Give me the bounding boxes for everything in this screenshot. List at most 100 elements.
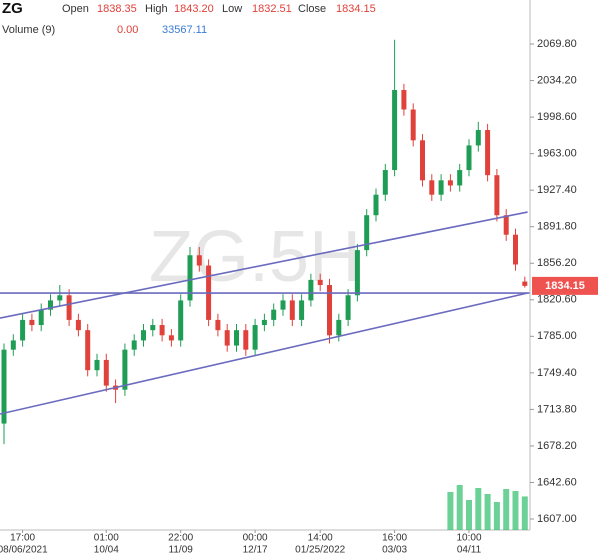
volume-value: 0.00 bbox=[117, 24, 138, 36]
candle-body bbox=[57, 295, 63, 301]
x-tick-label: 00:00 bbox=[243, 533, 268, 544]
candle-body bbox=[66, 295, 72, 320]
candle-body bbox=[373, 194, 379, 216]
y-tick-label: 1963.00 bbox=[537, 148, 577, 160]
candle-body bbox=[327, 285, 332, 336]
candle-body bbox=[215, 319, 221, 331]
volume-bar bbox=[512, 491, 519, 530]
candle-body bbox=[178, 300, 184, 341]
candle-body bbox=[103, 359, 109, 386]
y-tick-label: 2069.80 bbox=[537, 38, 577, 50]
candle-body bbox=[29, 319, 35, 326]
y-tick-label: 1998.60 bbox=[537, 111, 577, 123]
trend-line bbox=[0, 292, 528, 415]
field-name: Low bbox=[222, 3, 242, 15]
candle-body bbox=[401, 90, 407, 110]
volume-bar bbox=[493, 502, 500, 530]
candle-body bbox=[168, 335, 174, 341]
y-tick-label: 1856.20 bbox=[537, 257, 577, 269]
x-tick-label: 10:00 bbox=[456, 533, 481, 544]
candle-body bbox=[150, 325, 156, 331]
candle-body bbox=[261, 319, 267, 326]
candle-body bbox=[447, 180, 453, 186]
candle-body bbox=[85, 330, 91, 371]
candle-body bbox=[131, 340, 137, 350]
candle-body bbox=[513, 234, 518, 265]
candle-body bbox=[382, 170, 388, 195]
x-tick-date: 11/09 bbox=[169, 545, 194, 556]
volume-bar bbox=[466, 500, 472, 530]
candle-body bbox=[1, 349, 7, 424]
candle-body bbox=[336, 319, 342, 336]
volume-bar bbox=[447, 492, 454, 530]
candle-body bbox=[438, 180, 444, 195]
candle-body bbox=[475, 130, 481, 146]
candle-body bbox=[466, 145, 472, 171]
y-tick-label: 1785.00 bbox=[537, 330, 577, 342]
price-tag bbox=[532, 276, 598, 295]
volume-bar bbox=[484, 494, 491, 530]
candle-body bbox=[364, 215, 370, 251]
candle-body bbox=[392, 90, 398, 171]
y-tick-label: 1749.40 bbox=[537, 367, 577, 379]
field-value: 1834.15 bbox=[336, 3, 376, 15]
y-tick-label: 1927.40 bbox=[537, 184, 577, 196]
field-name: Open bbox=[62, 3, 89, 15]
price-tag-label: 1834.15 bbox=[545, 280, 585, 292]
candle-body bbox=[187, 255, 193, 301]
watermark: ZG.5H bbox=[149, 217, 361, 297]
y-tick-label: 1891.80 bbox=[537, 221, 577, 233]
candle-body bbox=[410, 109, 416, 141]
candle-body bbox=[522, 281, 528, 286]
y-tick-label: 1820.60 bbox=[537, 294, 577, 306]
candle-body bbox=[485, 130, 491, 176]
candle-body bbox=[345, 295, 351, 320]
candle-body bbox=[429, 180, 435, 195]
candle-body bbox=[75, 319, 81, 331]
candle-body bbox=[271, 309, 277, 320]
candle-body bbox=[10, 340, 16, 350]
y-tick-label: 1642.60 bbox=[537, 476, 577, 488]
x-tick-date: 03/03 bbox=[382, 545, 407, 556]
y-tick-label: 1607.00 bbox=[537, 513, 577, 525]
volume-bar bbox=[503, 489, 510, 530]
volume-bar bbox=[521, 496, 528, 530]
candle-body bbox=[234, 330, 239, 346]
y-tick-label: 1678.20 bbox=[537, 440, 577, 452]
candle-body bbox=[224, 330, 230, 346]
volume-name: Volume (9) bbox=[2, 24, 55, 36]
candle-body bbox=[141, 330, 146, 341]
candle-body bbox=[354, 250, 360, 296]
field-value: 1843.20 bbox=[174, 3, 214, 15]
x-tick-label: 17:00 bbox=[10, 533, 35, 544]
candle-body bbox=[503, 215, 509, 235]
candle-body bbox=[48, 300, 53, 310]
x-tick-label: 14:00 bbox=[308, 533, 333, 544]
candle-body bbox=[20, 319, 26, 341]
y-tick-label: 1713.80 bbox=[537, 403, 577, 415]
field-value: 1832.51 bbox=[252, 3, 292, 15]
candle-body bbox=[38, 309, 44, 326]
volume-value: 33567.11 bbox=[162, 24, 207, 36]
x-tick-date: 01/25/2022 bbox=[295, 545, 345, 556]
candle-body bbox=[299, 300, 305, 320]
candle-body bbox=[420, 140, 425, 181]
trend-line bbox=[0, 211, 528, 319]
symbol: ZG bbox=[2, 0, 23, 17]
x-tick-label: 01:00 bbox=[94, 533, 119, 544]
candle-body bbox=[196, 255, 202, 266]
x-tick-label: 22:00 bbox=[168, 533, 193, 544]
candle-body bbox=[494, 175, 500, 216]
field-name: Close bbox=[298, 3, 326, 15]
field-name: High bbox=[145, 3, 168, 15]
x-tick-label: 16:00 bbox=[382, 533, 407, 544]
volume-bar bbox=[475, 488, 482, 530]
candle-body bbox=[159, 325, 165, 336]
field-value: 1838.35 bbox=[97, 3, 137, 15]
y-tick-label: 2034.20 bbox=[537, 74, 577, 86]
x-tick-date: 12/17 bbox=[243, 545, 268, 556]
candle-body bbox=[289, 300, 295, 320]
volume-bar bbox=[456, 485, 463, 530]
